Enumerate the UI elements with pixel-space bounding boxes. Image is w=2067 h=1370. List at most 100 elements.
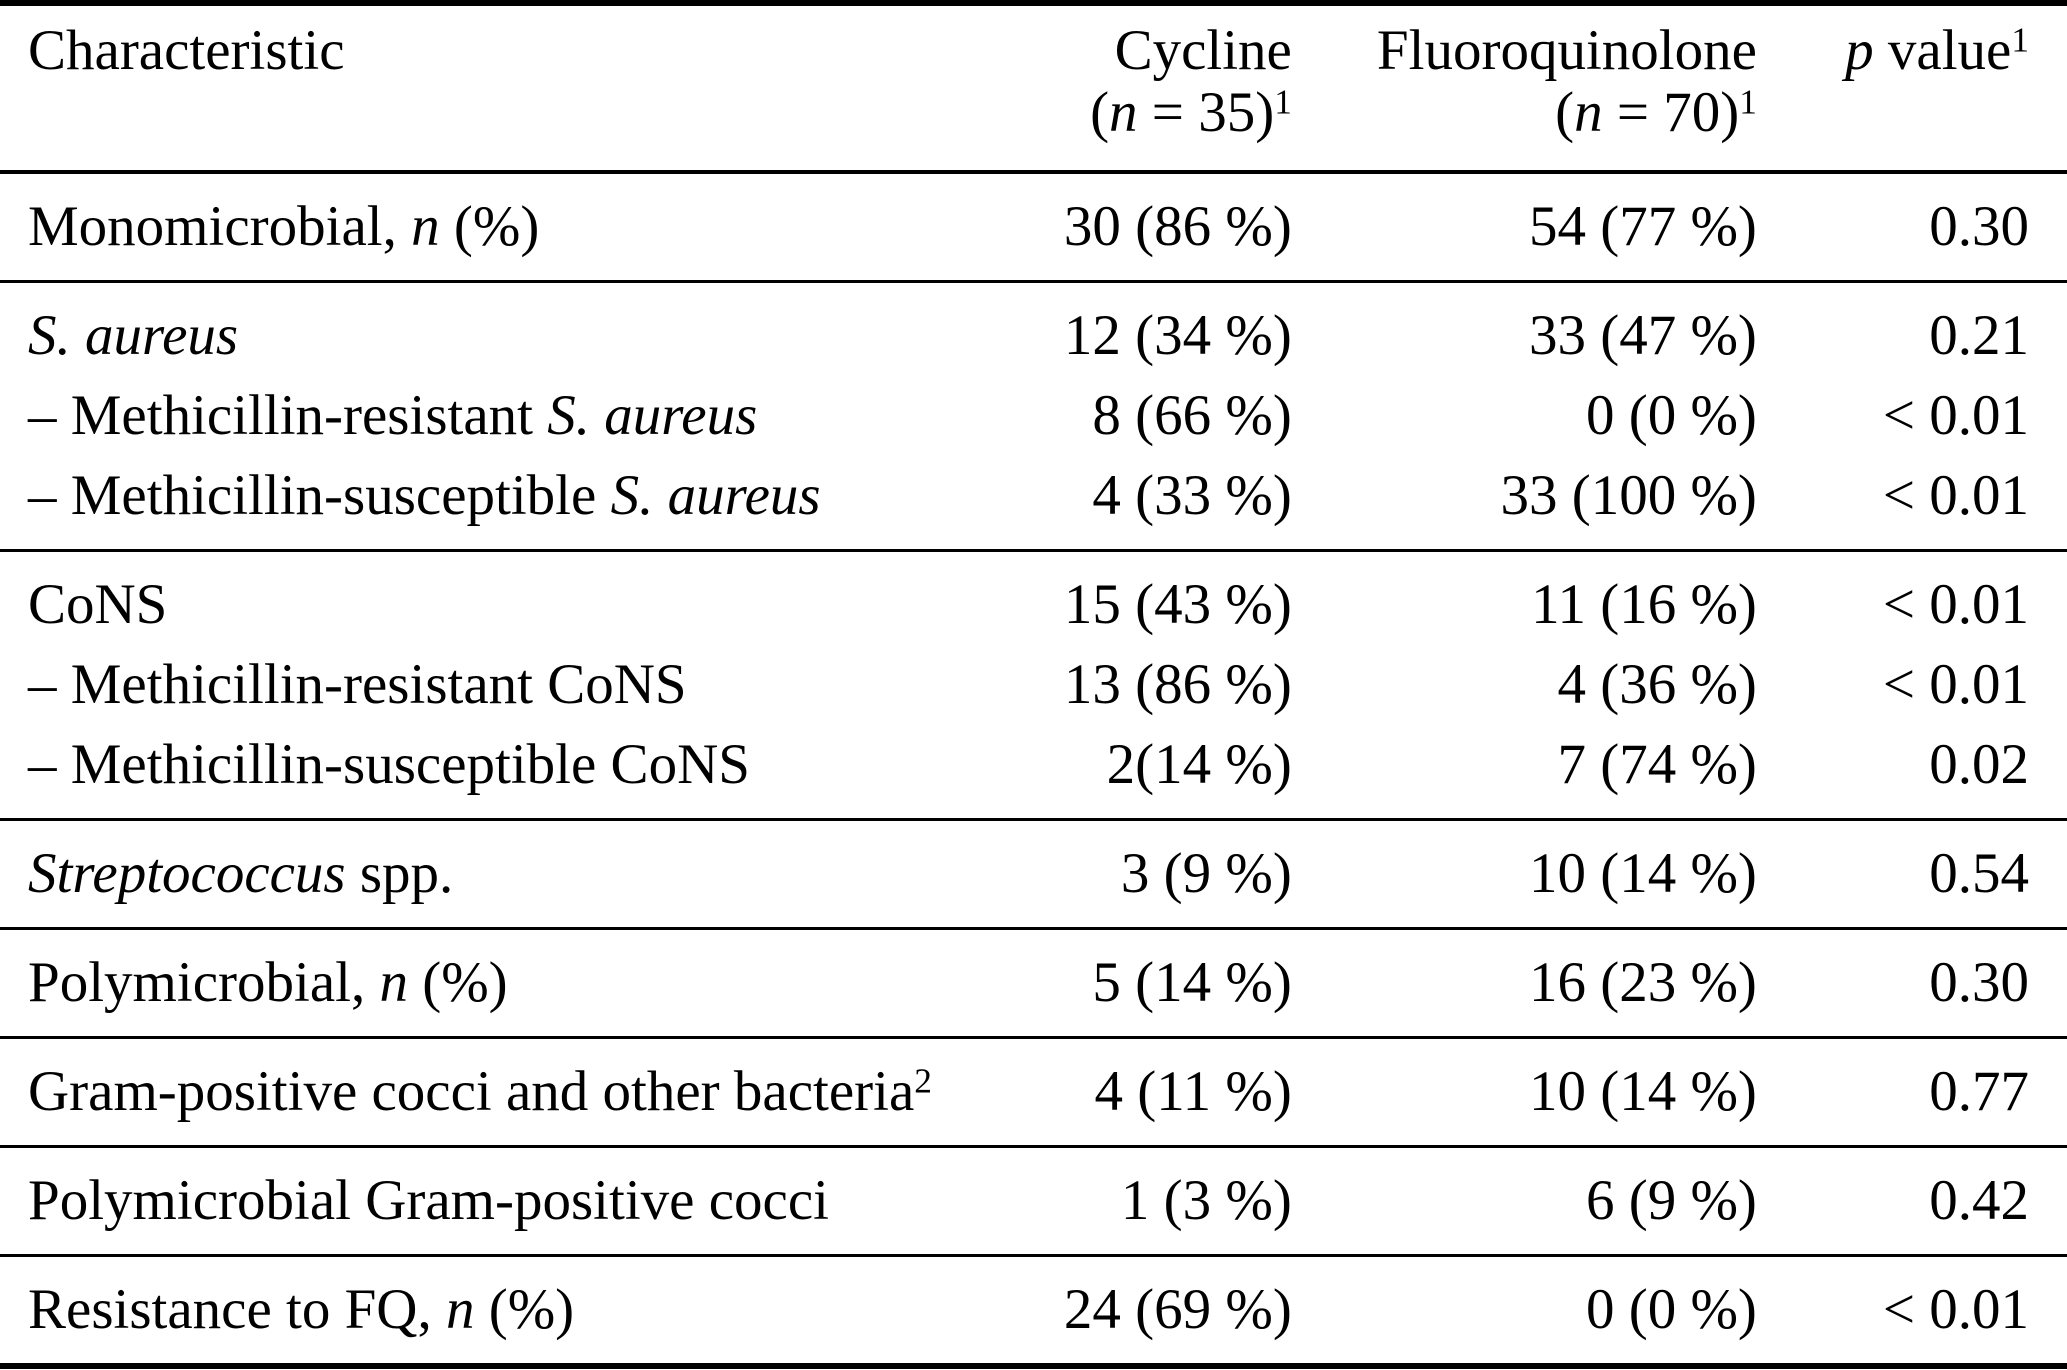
text-segment: Cycline [1114, 19, 1292, 82]
text-segment: Fluoroquinolone [1376, 19, 1757, 82]
header-p-value: p value1 [1756, 3, 2067, 174]
text-segment: – Methicillin-resistant CoNS [28, 653, 687, 716]
fluoroquinolone-value: 4 (36 %) [1557, 653, 1757, 716]
header-row: Characteristic Cycline (n = 35)1 Fluoroqu… [0, 3, 2067, 174]
p-value: < 0.01 [1882, 384, 2029, 447]
text-segment: n [1574, 81, 1603, 144]
fluoroquinolone-value: 10 (14 %) [1291, 818, 1757, 929]
text-segment: – Methicillin-resistant [28, 384, 548, 447]
row-label: – Methicillin-susceptible CoNS [0, 725, 1002, 820]
p-value: 0.30 [1756, 927, 2067, 1038]
text-segment: S. aureus [547, 384, 758, 447]
superscript-marker: 1 [1739, 82, 1757, 122]
table-body: Monomicrobial, n (%) 30 (86 %) 54 (77 %) 0.… [0, 170, 2067, 1366]
cycline-value: 30 (86 %) [1002, 170, 1292, 282]
text-segment: – Methicillin-susceptible CoNS [28, 733, 750, 796]
table-header: Characteristic Cycline (n = 35)1 Fluoroqu… [0, 3, 2067, 174]
superscript-marker: 1 [2011, 20, 2029, 60]
text-segment: Gram-positive cocci and other bacteria [28, 1060, 915, 1123]
text-segment: = 70) [1602, 81, 1740, 144]
fluoroquinolone-value: 0 (0 %) [1585, 384, 1757, 447]
table-row: S. aureus 12 (34 %) 33 (47 %) 0.21 [0, 280, 2067, 376]
cycline-value: 1 (3 %) [1002, 1145, 1292, 1256]
text-segment: S. aureus [610, 464, 821, 527]
text-segment: CoNS [28, 573, 168, 636]
table-row: Resistance to FQ, n (%) 24 (69 %) 0 (0 %) <… [0, 1254, 2067, 1366]
row-label: – Methicillin-susceptible S. aureus [0, 456, 1002, 551]
cycline-value: 8 (66 %) [1092, 384, 1292, 447]
fluoroquinolone-value: 6 (9 %) [1291, 1145, 1757, 1256]
cycline-value: 13 (86 %) [1063, 653, 1292, 716]
superscript-marker: 2 [914, 1061, 932, 1101]
fluoroquinolone-value: 0 (0 %) [1291, 1254, 1757, 1366]
p-value: 0.77 [1756, 1036, 2067, 1147]
fluoroquinolone-value: 10 (14 %) [1291, 1036, 1757, 1147]
cycline-value: 12 (34 %) [1002, 280, 1292, 376]
p-value: 0.21 [1756, 280, 2067, 376]
fluoroquinolone-value: 33 (100 %) [1500, 464, 1757, 527]
cycline-value: 15 (43 %) [1002, 549, 1292, 645]
p-value: 0.42 [1756, 1145, 2067, 1256]
text-segment: Characteristic [28, 19, 345, 82]
superscript-marker: 1 [1274, 82, 1292, 122]
text-segment: Polymicrobial, [28, 951, 380, 1014]
row-label: – Methicillin-resistant CoNS [0, 645, 1002, 725]
text-segment: Resistance to FQ, [28, 1278, 446, 1341]
row-label: Polymicrobial, n (%) [0, 927, 1003, 1038]
row-label: Resistance to FQ, n (%) [0, 1254, 1003, 1366]
header-fluoroquinolone: Fluoroquinolone (n = 70)1 [1291, 3, 1757, 174]
table-row: Streptococcus spp. 3 (9 %) 10 (14 %) 0.54 [0, 818, 2067, 929]
text-segment: n [411, 195, 440, 258]
text-segment: (%) [439, 195, 540, 258]
text-segment: ( [1555, 81, 1575, 144]
text-segment: = 35) [1137, 81, 1275, 144]
p-value: < 0.01 [1882, 653, 2029, 716]
table-row: – Methicillin-susceptible CoNS 2(14 %) 7 (… [0, 725, 2067, 820]
table-row: Gram-positive cocci and other bacteria2 4… [0, 1036, 2067, 1147]
row-label: Gram-positive cocci and other bacteria2 [0, 1036, 1003, 1147]
table-row: CoNS 15 (43 %) 11 (16 %) < 0.01 [0, 549, 2067, 645]
text-segment: (%) [407, 951, 508, 1014]
text-segment: p [1845, 19, 1874, 82]
p-value: < 0.01 [1756, 549, 2067, 645]
fluoroquinolone-value: 54 (77 %) [1291, 170, 1757, 282]
text-segment: n [1109, 81, 1138, 144]
text-segment: n [379, 951, 408, 1014]
table-row: Polymicrobial, n (%) 5 (14 %) 16 (23 %) 0.3… [0, 927, 2067, 1038]
fluoroquinolone-value: 33 (47 %) [1291, 280, 1757, 376]
table-row: – Methicillin-resistant S. aureus 8 (66 %… [0, 376, 2067, 456]
text-segment: Monomicrobial, [28, 195, 412, 258]
text-segment: Streptococcus [28, 842, 346, 905]
table-row: Monomicrobial, n (%) 30 (86 %) 54 (77 %) 0.… [0, 170, 2067, 282]
fluoroquinolone-value: 11 (16 %) [1291, 549, 1757, 645]
table-row: – Methicillin-resistant CoNS 13 (86 %) 4 (… [0, 645, 2067, 725]
table-row: – Methicillin-susceptible S. aureus 4 (33… [0, 456, 2067, 551]
text-segment: – Methicillin-susceptible [28, 464, 611, 527]
cycline-value: 5 (14 %) [1002, 927, 1292, 1038]
text-segment: Polymicrobial Gram-positive cocci [28, 1169, 829, 1232]
row-label: S. aureus [0, 280, 1003, 376]
row-label: Polymicrobial Gram-positive cocci [0, 1145, 1003, 1256]
fluoroquinolone-value: 7 (74 %) [1557, 733, 1757, 796]
cycline-value: 3 (9 %) [1002, 818, 1292, 929]
p-value: 0.02 [1929, 733, 2029, 796]
text-segment: (%) [474, 1278, 575, 1341]
fluoroquinolone-value: 16 (23 %) [1291, 927, 1757, 1038]
row-label: CoNS [0, 549, 1003, 645]
p-value: < 0.01 [1756, 1254, 2067, 1366]
header-characteristic: Characteristic [0, 3, 1003, 174]
cycline-value: 4 (11 %) [1002, 1036, 1292, 1147]
p-value: < 0.01 [1882, 464, 2029, 527]
cycline-value: 24 (69 %) [1002, 1254, 1292, 1366]
text-segment: ( [1090, 81, 1110, 144]
text-segment: n [445, 1278, 475, 1341]
cycline-value: 2(14 %) [1106, 733, 1292, 796]
p-value: 0.30 [1756, 170, 2067, 282]
text-segment: spp. [345, 842, 454, 905]
row-label: Monomicrobial, n (%) [0, 170, 1003, 282]
table-row: Polymicrobial Gram-positive cocci 1 (3 %)… [0, 1145, 2067, 1256]
cycline-value: 4 (33 %) [1092, 464, 1292, 527]
row-label: Streptococcus spp. [0, 818, 1003, 929]
row-label: – Methicillin-resistant S. aureus [0, 376, 1002, 456]
